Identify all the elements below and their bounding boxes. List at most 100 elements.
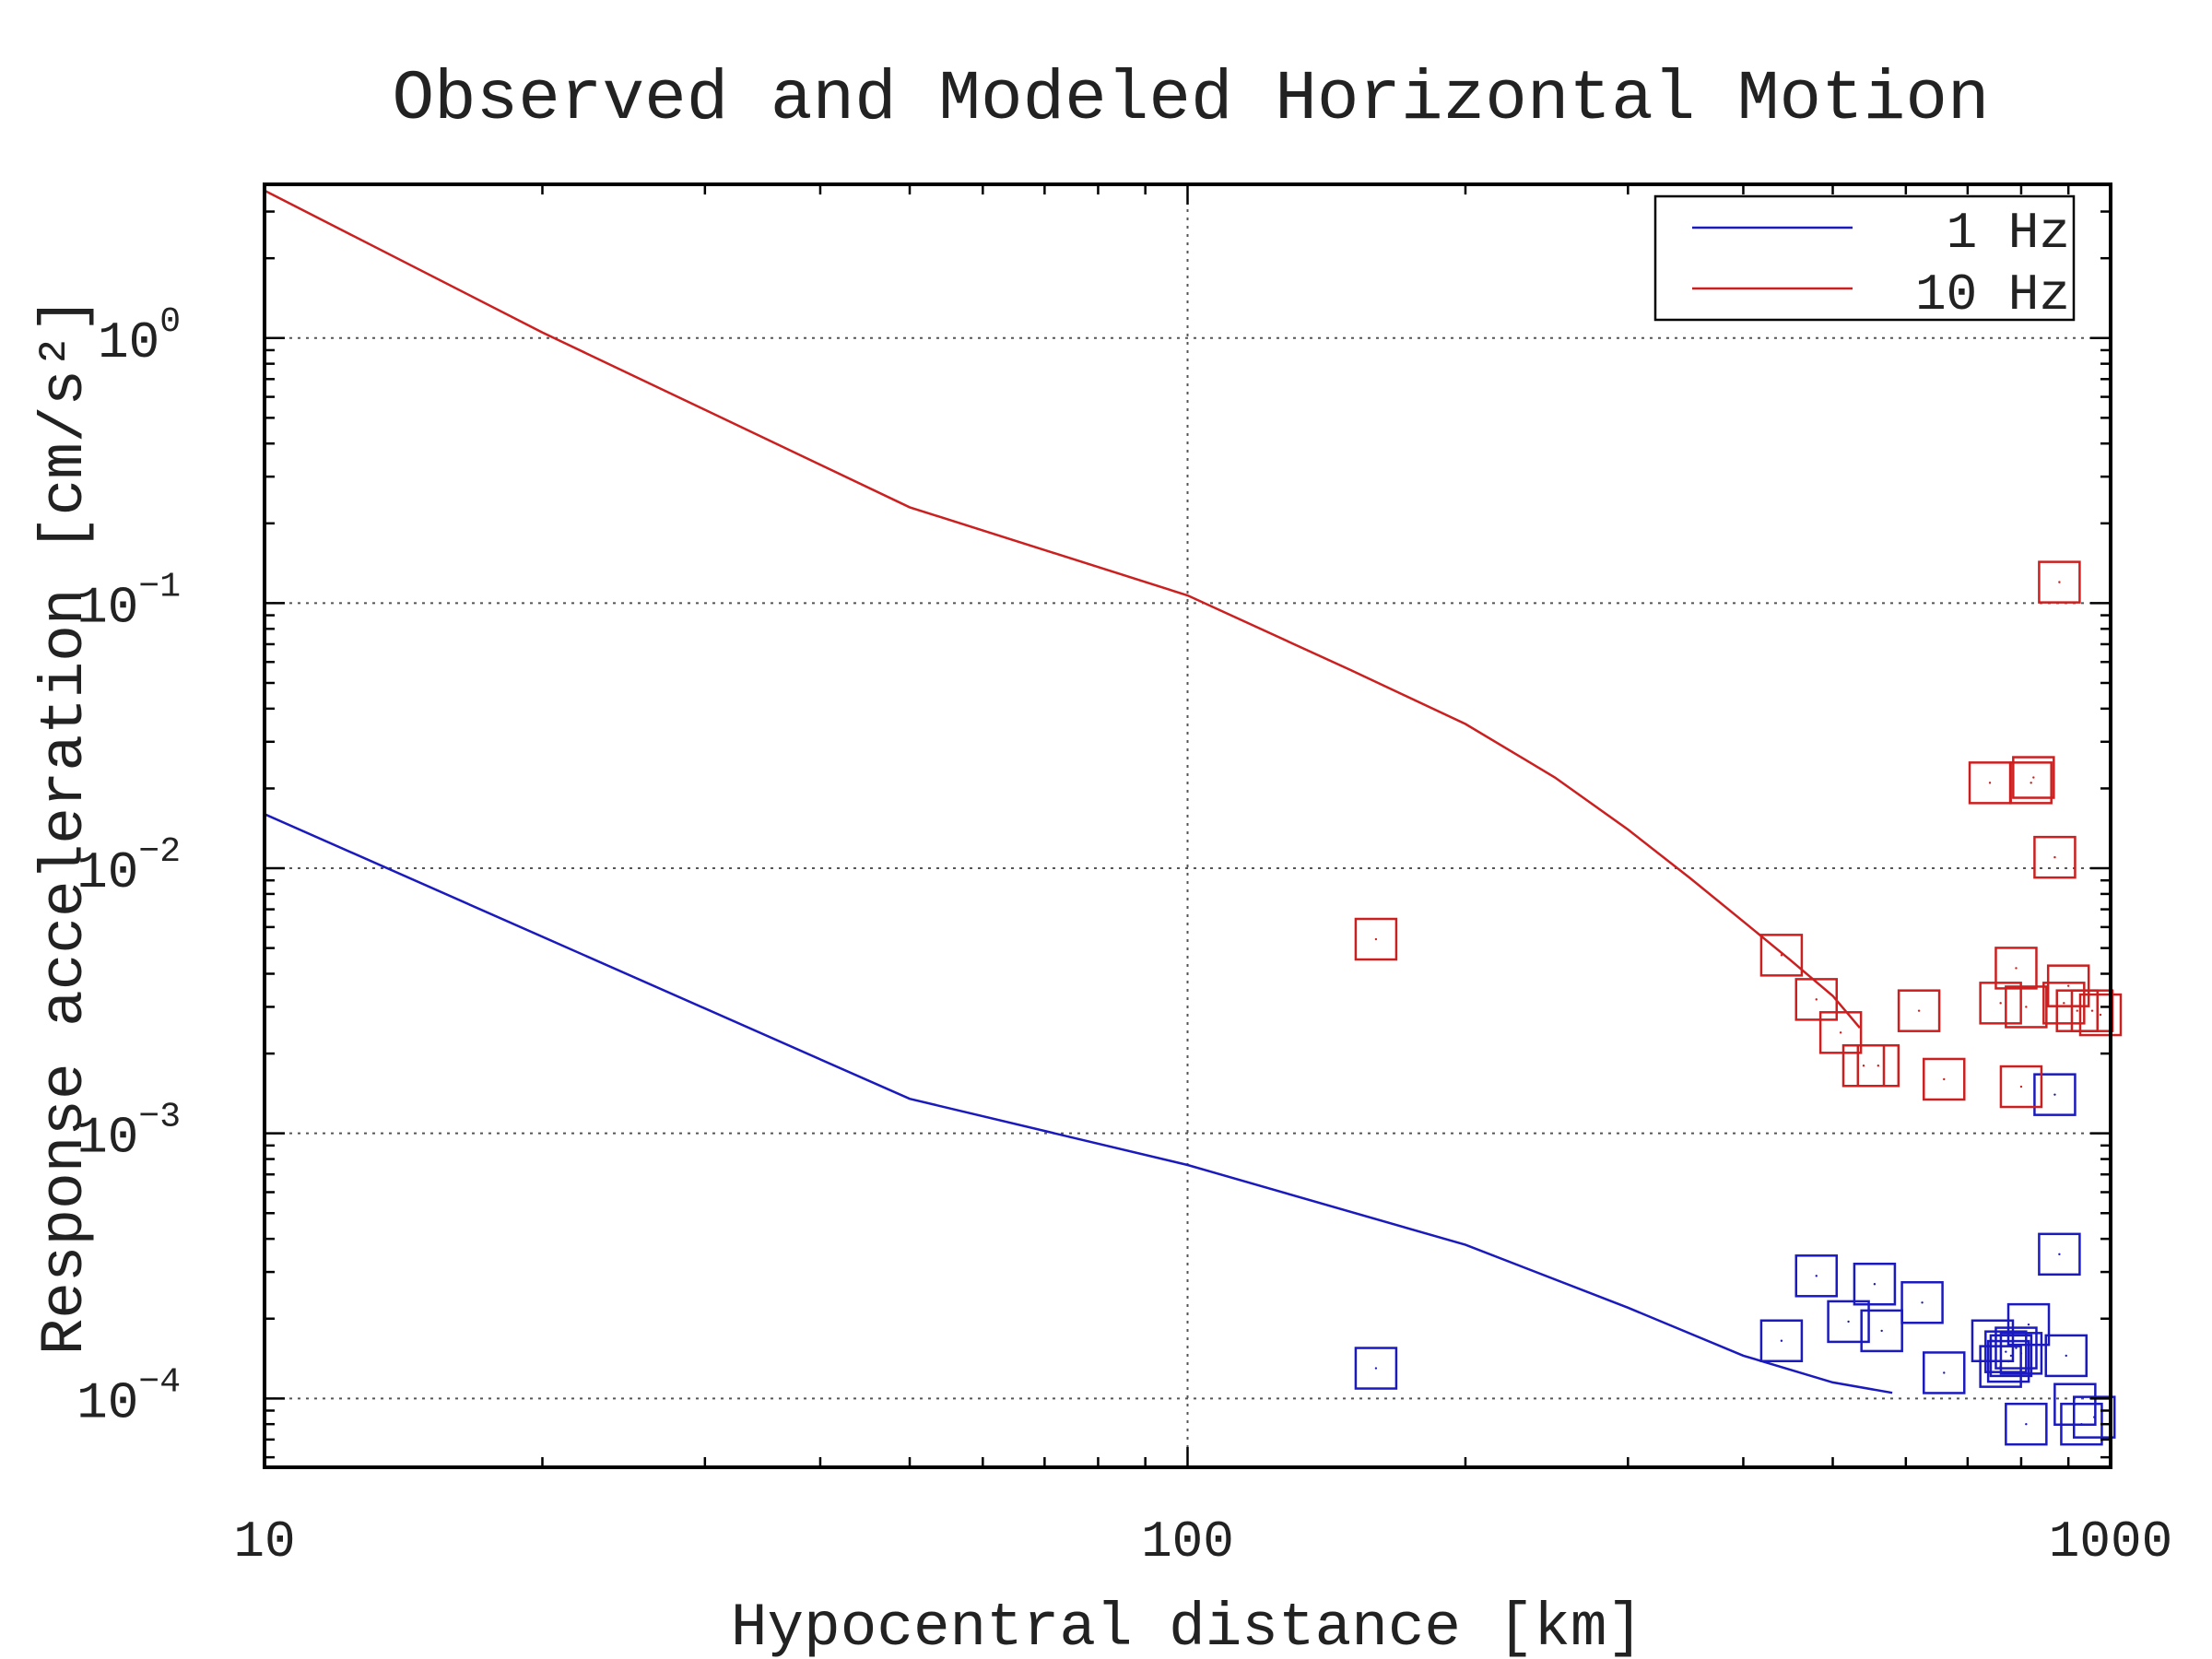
observation-marker <box>1759 934 1804 977</box>
observation-marker <box>2012 756 2055 799</box>
observation-dot <box>2063 1002 2065 1005</box>
observation-dot <box>1943 1371 1946 1374</box>
observation-marker <box>1860 1309 1903 1353</box>
observation-point <box>1794 978 1839 1021</box>
observation-dot <box>2015 967 2018 970</box>
observation-dot <box>1873 1283 1877 1286</box>
observation-marker <box>1794 1254 1839 1298</box>
observation-dot <box>2093 1416 2096 1418</box>
observation-marker <box>1759 1319 1804 1363</box>
y-tick-label: 10−4 <box>76 1362 181 1432</box>
observation-marker <box>1856 1044 1900 1088</box>
observation-marker <box>1994 947 2038 990</box>
observation-dot <box>1780 1339 1783 1342</box>
observation-dot <box>2080 1422 2083 1426</box>
series-line-10hz <box>264 189 1861 1030</box>
observation-marker <box>1923 1057 1966 1101</box>
observation-point <box>2038 560 2081 604</box>
observation-marker <box>2042 982 2086 1025</box>
observation-dot <box>2005 1350 2007 1353</box>
observation-point <box>1968 761 2012 805</box>
legend-label-1hz: 1 Hz <box>1947 204 2070 263</box>
x-tick-label: 10 <box>233 1512 295 1571</box>
observation-marker <box>1984 1330 2028 1373</box>
observation-marker <box>1354 1347 1398 1390</box>
legend-box <box>1653 194 2076 322</box>
observation-point <box>1994 947 2038 990</box>
observation-dot <box>1862 1065 1865 1067</box>
observation-dot <box>2019 1352 2023 1355</box>
observation-dot <box>2076 1009 2078 1012</box>
observation-dot <box>2027 1323 2030 1326</box>
observation-point <box>1979 982 2022 1025</box>
observation-dot <box>1815 998 1818 1001</box>
observation-marker <box>2033 1073 2077 1116</box>
observation-dot <box>1847 1320 1850 1324</box>
observation-dot <box>2015 1347 2018 1349</box>
observation-marker <box>2038 560 2081 604</box>
observation-point <box>1853 1262 1897 1306</box>
observation-dot <box>2066 984 2070 987</box>
y-tick-label: 10−3 <box>76 1098 181 1168</box>
observation-marker <box>2006 1302 2051 1347</box>
axis-ticks: 10 100 1000 10−4 10−3 10−2 10−1 100 <box>76 184 2172 1571</box>
observation-point <box>1984 1330 2028 1373</box>
observation-dot <box>1999 1002 2002 1005</box>
observation-dot <box>1877 1065 1880 1067</box>
observation-point <box>1989 1334 2033 1378</box>
observation-point <box>1759 1319 1804 1363</box>
observation-marker <box>2005 1402 2048 1446</box>
observation-marker <box>1923 1351 1966 1394</box>
y-tick-label: 100 <box>98 302 181 372</box>
observation-point <box>1354 1347 1398 1390</box>
chart-title: Observed and Modeled Horizontal Motion <box>392 60 1989 139</box>
observation-dot <box>1780 954 1783 957</box>
series-line-1hz <box>264 813 1893 1394</box>
observation-dot <box>2058 581 2061 583</box>
observation-marker <box>2078 993 2123 1037</box>
observation-point <box>2042 982 2086 1025</box>
y-tick-label: 10−1 <box>76 567 181 637</box>
observation-point <box>1999 1065 2043 1109</box>
observation-marker <box>1354 917 1398 961</box>
observation-point <box>1900 1281 1944 1324</box>
observation-point <box>2033 835 2077 879</box>
observation-point <box>1923 1351 1966 1394</box>
observation-dot <box>1880 1329 1883 1333</box>
observation-dot <box>2025 1006 2028 1008</box>
observation-markers <box>1354 560 2123 1446</box>
observation-marker <box>2033 835 2077 879</box>
observation-point <box>2005 985 2048 1029</box>
observation-point <box>2033 1073 2077 1116</box>
observation-point <box>2044 1334 2088 1378</box>
observation-point <box>2005 1402 2048 1446</box>
observation-dot <box>1374 1367 1378 1370</box>
observation-marker <box>1979 982 2022 1025</box>
observation-marker <box>1994 1326 2038 1370</box>
legend-label-10hz: 10 Hz <box>1915 265 2070 324</box>
observation-dot <box>2025 1422 2028 1426</box>
observation-point <box>1759 934 1804 977</box>
observation-point <box>2012 756 2055 799</box>
observation-dot <box>1921 1301 1924 1304</box>
observation-marker <box>2072 1395 2116 1439</box>
observation-dot <box>2019 1085 2023 1088</box>
observation-point <box>2078 993 2123 1037</box>
x-tick-label: 100 <box>1141 1512 1234 1571</box>
observation-point <box>2009 761 2053 805</box>
observation-point <box>1827 1300 1870 1344</box>
observation-marker <box>1794 978 1839 1021</box>
observation-point <box>1923 1057 1966 1101</box>
observation-dot <box>1839 1031 1842 1034</box>
observation-marker <box>2009 761 2053 805</box>
observation-dot <box>1374 937 1378 941</box>
observation-dot <box>1815 1275 1818 1277</box>
observation-marker <box>1900 1281 1944 1324</box>
observation-point <box>1897 989 1941 1032</box>
observation-point <box>2038 1232 2081 1277</box>
observation-dot <box>2058 1253 2061 1256</box>
observation-dot <box>2006 1359 2010 1363</box>
observation-dot <box>2032 776 2035 779</box>
observation-point <box>1354 917 1398 961</box>
